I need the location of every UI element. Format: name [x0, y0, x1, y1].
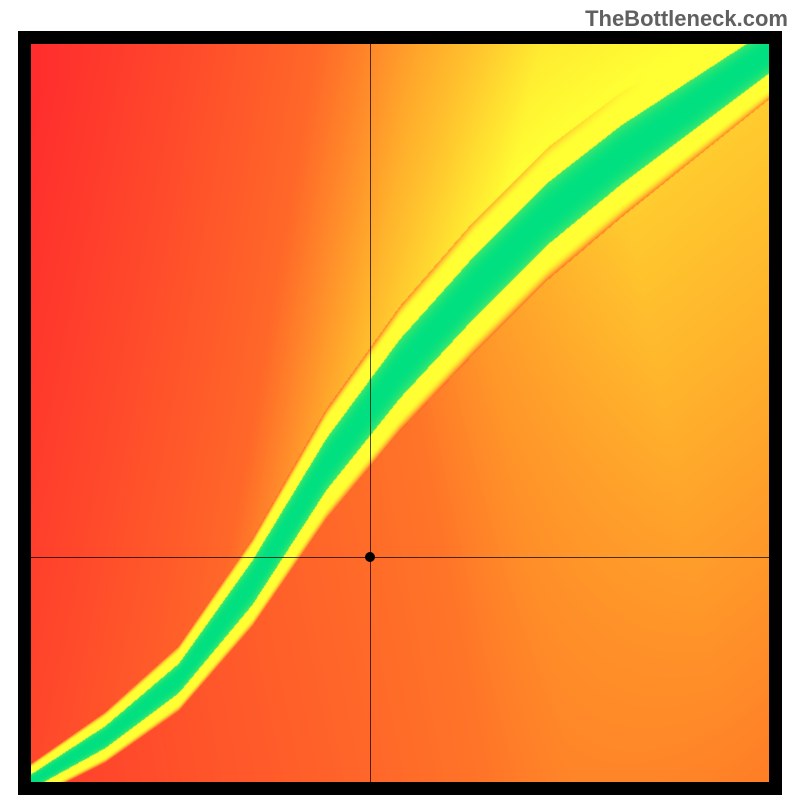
plot-area — [31, 44, 769, 782]
crosshair-vertical — [370, 44, 371, 782]
heatmap-canvas — [31, 44, 769, 782]
crosshair-horizontal — [31, 557, 769, 558]
chart-frame — [18, 31, 782, 795]
chart-container: TheBottleneck.com — [0, 0, 800, 800]
marker-dot — [365, 552, 375, 562]
watermark-text: TheBottleneck.com — [585, 6, 788, 32]
